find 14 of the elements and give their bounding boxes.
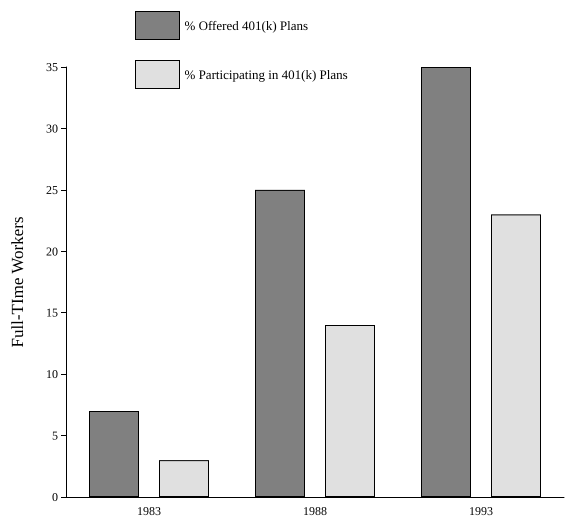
legend-label: % Participating in 401(k) Plans <box>184 67 348 82</box>
y-tick-label: 20 <box>46 244 58 258</box>
x-tick-label: 1988 <box>303 504 327 518</box>
y-tick-label: 5 <box>52 428 58 443</box>
y-tick-label: 15 <box>46 306 58 320</box>
legend-label: % Offered 401(k) Plans <box>184 18 308 33</box>
x-tick-label: 1983 <box>137 504 161 518</box>
x-tick-label: 1993 <box>469 504 493 518</box>
y-tick-label: 30 <box>46 121 58 136</box>
y-tick-label: 25 <box>46 182 58 197</box>
y-tick-label: 10 <box>46 367 58 382</box>
y-axis-title: Full-TIme Workers <box>8 216 27 348</box>
y-tick-label: 35 <box>46 60 58 74</box>
y-tick-label: 0 <box>52 490 58 504</box>
